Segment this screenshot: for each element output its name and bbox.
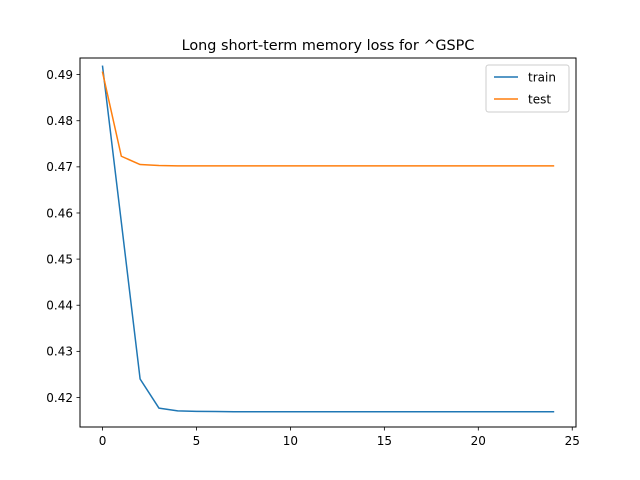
y-axis: 0.42 0.43 0.44 0.45 0.46 0.47 0.48 0.49 [46, 68, 80, 405]
y-tick-label: 0.46 [46, 206, 73, 220]
legend-label-train: train [528, 71, 556, 85]
x-tick-label: 0 [99, 434, 107, 448]
x-tick-label: 10 [283, 434, 298, 448]
x-tick-label: 25 [565, 434, 580, 448]
series-layer [101, 65, 555, 413]
y-tick-label: 0.42 [46, 391, 73, 405]
legend: train test [485, 64, 570, 113]
y-tick-label: 0.49 [46, 68, 73, 82]
plot-frame [79, 57, 577, 428]
x-tick-label: 20 [471, 434, 486, 448]
legend-label-test: test [528, 93, 551, 107]
y-tick-label: 0.43 [46, 345, 73, 359]
x-tick-label: 15 [377, 434, 392, 448]
y-tick-label: 0.47 [46, 160, 73, 174]
series-line-test [101, 71, 555, 167]
x-tick-label: 5 [193, 434, 201, 448]
y-tick-label: 0.48 [46, 114, 73, 128]
x-axis: 0 5 10 15 20 25 [99, 427, 580, 448]
y-tick-label: 0.45 [46, 252, 73, 266]
series-line-train [101, 65, 555, 413]
y-tick-label: 0.44 [46, 299, 73, 313]
chart-title: Long short-term memory loss for ^GSPC [182, 38, 475, 54]
